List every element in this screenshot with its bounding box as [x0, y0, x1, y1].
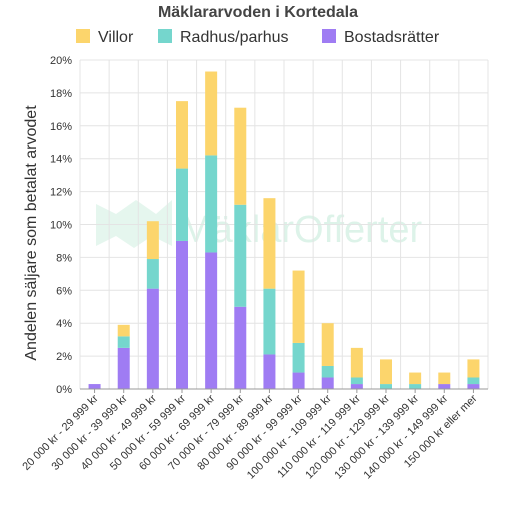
- bar-segment[interactable]: [292, 342, 305, 373]
- legend-swatch: [322, 29, 336, 43]
- bar-segment[interactable]: [263, 354, 276, 389]
- bar-segment[interactable]: [321, 365, 334, 378]
- bar-segment[interactable]: [146, 259, 159, 289]
- bar-segment[interactable]: [350, 377, 363, 385]
- bar-segment[interactable]: [438, 372, 451, 385]
- bar-segment[interactable]: [234, 107, 247, 205]
- y-axis-ticks: 0% 2% 4% 6% 8% 10% 12% 14% 16% 18% 20%: [50, 55, 72, 396]
- y-tick-label: 8%: [56, 252, 72, 264]
- y-tick-label: 10%: [50, 220, 72, 232]
- bar-segment[interactable]: [234, 306, 247, 389]
- bar-segment[interactable]: [205, 252, 218, 389]
- bar-segment[interactable]: [438, 384, 451, 389]
- bar-segment[interactable]: [146, 221, 159, 260]
- bar-segment[interactable]: [117, 347, 130, 389]
- legend-label[interactable]: Bostadsrätter: [344, 29, 440, 46]
- bar-segment[interactable]: [176, 240, 188, 389]
- bar-segment[interactable]: [292, 270, 305, 343]
- bar-segment[interactable]: [467, 359, 480, 378]
- y-tick-label: 2%: [56, 351, 72, 363]
- bar-segment[interactable]: [350, 384, 363, 389]
- bar-segment[interactable]: [467, 377, 480, 385]
- watermark: MäklarOfferter: [96, 200, 422, 251]
- bar-segment[interactable]: [146, 288, 159, 389]
- bar-segment[interactable]: [176, 168, 188, 241]
- bars: [88, 71, 480, 389]
- y-tick-label: 14%: [50, 154, 72, 166]
- y-tick-label: 6%: [56, 285, 72, 297]
- bar-segment[interactable]: [409, 384, 422, 389]
- bar-segment[interactable]: [234, 204, 247, 307]
- bar-segment[interactable]: [409, 372, 422, 385]
- bar-segment[interactable]: [321, 323, 334, 366]
- bar-segment[interactable]: [467, 384, 480, 389]
- legend-label[interactable]: Radhus/parhus: [180, 29, 289, 46]
- bar-segment[interactable]: [205, 71, 218, 156]
- bar-segment[interactable]: [380, 359, 392, 385]
- chart-title: Mäklararvoden i Kortedala: [158, 4, 358, 21]
- y-tick-label: 18%: [50, 88, 72, 100]
- y-tick-label: 12%: [50, 187, 72, 199]
- gridlines: [79, 59, 489, 390]
- watermark-text: MäklarOfferter: [180, 209, 422, 251]
- legend-label[interactable]: Villor: [98, 29, 134, 46]
- bar-segment[interactable]: [176, 101, 188, 169]
- bar-segment[interactable]: [117, 336, 130, 348]
- bar-segment[interactable]: [350, 347, 363, 378]
- legend-swatch: [158, 29, 172, 43]
- bar-segment[interactable]: [117, 324, 130, 337]
- y-axis-label: Andelen säljare som betalat arvodet: [23, 105, 40, 361]
- legend-swatch: [76, 29, 90, 43]
- bar-segment[interactable]: [263, 288, 276, 355]
- bar-segment[interactable]: [205, 155, 218, 253]
- bar-segment[interactable]: [88, 384, 101, 389]
- y-tick-label: 20%: [50, 55, 72, 67]
- y-tick-label: 0%: [56, 384, 72, 396]
- y-tick-label: 4%: [56, 318, 72, 330]
- bar-segment[interactable]: [380, 384, 392, 389]
- y-tick-label: 16%: [50, 121, 72, 133]
- bar-segment[interactable]: [292, 372, 305, 389]
- bar-segment[interactable]: [263, 198, 276, 289]
- legend: Villor Radhus/parhus Bostadsrätter: [76, 29, 440, 46]
- bar-segment[interactable]: [321, 377, 334, 389]
